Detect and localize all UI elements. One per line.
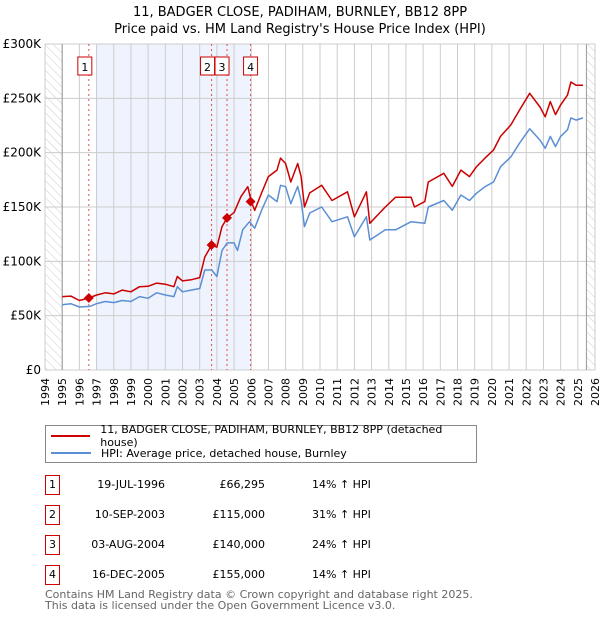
price-chart: 1994 1995 1996 1997 1998 1999 2000 2001 2002 2003… <box>3 37 600 406</box>
x-tick-label: 2026 <box>589 378 600 406</box>
x-tick-label: 2016 <box>417 378 430 406</box>
x-tick-label: 2023 <box>537 378 550 406</box>
sale-row: 3 03-AUG-2004 £140,000 24% ↑ HPI <box>45 535 465 555</box>
legend: 11, BADGER CLOSE, PADIHAM, BURNLEY, BB12… <box>45 423 477 463</box>
chart-subtitle: Price paid vs. HM Land Registry's House … <box>114 22 486 37</box>
sale-label-box <box>214 56 230 76</box>
sale-label-number: 2 <box>204 61 211 74</box>
x-tick-label: 2002 <box>177 378 190 406</box>
x-tick-label: 1997 <box>91 378 104 406</box>
x-tick-label: 2009 <box>297 378 310 406</box>
sale-price: £155,000 <box>212 568 266 581</box>
x-tick-label: 2003 <box>194 378 207 406</box>
sale-label-number: 3 <box>219 61 226 74</box>
y-tick-label: £150K <box>3 200 43 214</box>
x-tick-label: 2025 <box>572 378 585 406</box>
x-tick-label: 1996 <box>73 378 86 406</box>
x-tick-label: 2014 <box>383 378 396 406</box>
y-tick-label: £50K <box>10 309 42 323</box>
x-tick-label: 2000 <box>142 378 155 406</box>
legend-item-hpi: HPI: Average price, detached house, Burn… <box>46 445 347 461</box>
sale-point <box>83 293 94 303</box>
sale-label-box <box>77 56 93 76</box>
sale-date: 03-AUG-2004 <box>91 538 165 551</box>
property-price-line <box>62 81 583 302</box>
sale-label-number: 4 <box>247 61 254 74</box>
x-tick-label: 2019 <box>469 378 482 406</box>
sale-hpi-change: 24% ↑ HPI <box>312 538 371 551</box>
x-tick-label: 2001 <box>159 378 172 406</box>
x-tick-label: 2013 <box>366 378 379 406</box>
legend-label-hpi: HPI: Average price, detached house, Burn… <box>101 446 347 460</box>
sale-hpi-change: 14% ↑ HPI <box>312 478 371 491</box>
sale-point <box>245 196 256 207</box>
sale-row: 2 10-SEP-2003 £115,000 31% ↑ HPI <box>45 505 465 525</box>
hpi-line <box>62 117 584 308</box>
chart-title: 11, BADGER CLOSE, PADIHAM, BURNLEY, BB12… <box>132 5 468 20</box>
x-tick-label: 1995 <box>56 378 69 406</box>
x-tick-label: 2015 <box>400 378 413 406</box>
y-tick-label: £100K <box>3 254 43 268</box>
sale-price: £66,295 <box>219 478 266 491</box>
x-tick-label: 2021 <box>503 378 516 406</box>
x-tick-label: 2006 <box>245 378 258 406</box>
x-tick-label: 2022 <box>520 378 533 406</box>
x-tick-label: 1994 <box>39 378 52 406</box>
sale-price: £115,000 <box>212 508 266 521</box>
x-tick-label: 2005 <box>228 378 241 406</box>
x-tick-label: 2011 <box>331 378 344 406</box>
x-tick-label: 2024 <box>555 378 568 406</box>
sale-date: 19-JUL-1996 <box>97 478 165 491</box>
sale-number: 4 <box>45 565 60 585</box>
legend-label-property: 11, BADGER CLOSE, PADIHAM, BURNLEY, BB12… <box>100 423 443 449</box>
legend-item-property: 11, BADGER CLOSE, PADIHAM, BURNLEY, BB12… <box>46 423 476 449</box>
x-tick-label: 2008 <box>280 378 293 406</box>
sale-point <box>206 240 217 250</box>
sale-hpi-change: 31% ↑ HPI <box>312 508 371 521</box>
legend-swatch-property <box>51 435 91 437</box>
footer-licence: This data is licensed under the Open Gov… <box>45 599 396 612</box>
x-tick-label: 2017 <box>434 378 447 406</box>
sale-price: £140,000 <box>212 538 266 551</box>
x-tick-label: 1998 <box>108 378 121 406</box>
y-tick-label: £0 <box>26 363 41 377</box>
x-tick-label: 2010 <box>314 378 327 406</box>
x-tick-label: 2007 <box>262 378 275 406</box>
footer: Contains HM Land Registry data © Crown c… <box>45 589 473 611</box>
sale-date: 16-DEC-2005 <box>91 568 165 581</box>
sale-row: 4 16-DEC-2005 £155,000 14% ↑ HPI <box>45 565 465 585</box>
y-tick-label: £300K <box>3 37 43 51</box>
sale-label-box <box>243 56 259 76</box>
legend-swatch-hpi <box>51 452 91 454</box>
sale-number: 2 <box>45 505 60 525</box>
x-tick-label: 1999 <box>125 378 138 406</box>
x-tick-label: 2004 <box>211 378 224 406</box>
sale-label-number: 1 <box>81 61 88 74</box>
x-tick-label: 2012 <box>348 378 361 406</box>
sale-point <box>222 212 232 223</box>
footer-copyright: Contains HM Land Registry data © Crown c… <box>45 588 473 601</box>
y-tick-label: £200K <box>3 146 43 160</box>
sale-number: 1 <box>45 475 60 495</box>
y-tick-label: £250K <box>3 91 43 105</box>
x-tick-label: 2018 <box>452 378 465 406</box>
sale-hpi-change: 14% ↑ HPI <box>312 568 371 581</box>
sale-number: 3 <box>45 535 60 555</box>
sale-row: 1 19-JUL-1996 £66,295 14% ↑ HPI <box>45 475 465 495</box>
sale-date: 10-SEP-2003 <box>94 508 165 521</box>
x-tick-label: 2020 <box>486 378 499 406</box>
